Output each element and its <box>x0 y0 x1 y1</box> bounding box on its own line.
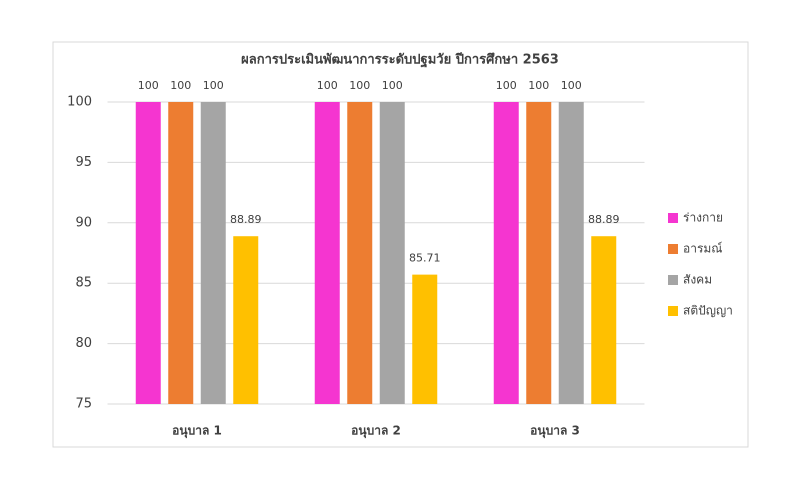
bar <box>412 274 438 404</box>
bar <box>233 236 259 404</box>
y-tick-label: 75 <box>75 397 92 412</box>
bar <box>200 102 226 404</box>
legend-label: ร่างกาย <box>683 211 723 225</box>
legend-label: สังคม <box>683 273 712 287</box>
y-tick-label: 100 <box>67 95 92 110</box>
x-tick-label: อนุบาล 2 <box>351 424 401 439</box>
y-tick-label: 80 <box>75 336 92 351</box>
value-label: 100 <box>382 79 403 92</box>
legend-swatch <box>668 244 678 254</box>
x-tick-label: อนุบาล 3 <box>530 424 580 439</box>
value-label: 100 <box>138 79 159 92</box>
bar <box>314 102 340 404</box>
y-tick-label: 85 <box>75 276 92 291</box>
y-tick-label: 90 <box>75 215 92 230</box>
value-label: 100 <box>203 79 224 92</box>
value-label: 100 <box>528 79 549 92</box>
chart-title: ผลการประเมินพัฒนาการระดับปฐมวัย ปีการศึก… <box>241 52 559 69</box>
value-label: 100 <box>170 79 191 92</box>
value-label: 100 <box>561 79 582 92</box>
value-label: 88.89 <box>230 213 262 226</box>
bar <box>135 102 161 404</box>
bar <box>558 102 584 404</box>
value-label: 85.71 <box>409 252 441 265</box>
bar <box>591 236 617 404</box>
legend-swatch <box>668 306 678 316</box>
legend-swatch <box>668 213 678 223</box>
x-tick-label: อนุบาล 1 <box>172 424 222 439</box>
bar <box>168 102 194 404</box>
bar <box>493 102 519 404</box>
value-label: 100 <box>349 79 370 92</box>
legend-label: สติปัญญา <box>683 304 733 318</box>
value-label: 88.89 <box>588 213 620 226</box>
value-label: 100 <box>317 79 338 92</box>
legend-label: อารมณ์ <box>683 242 722 256</box>
bar <box>379 102 405 404</box>
bar <box>347 102 373 404</box>
legend-swatch <box>668 275 678 285</box>
bar <box>526 102 552 404</box>
value-label: 100 <box>496 79 517 92</box>
y-tick-label: 95 <box>75 155 92 170</box>
